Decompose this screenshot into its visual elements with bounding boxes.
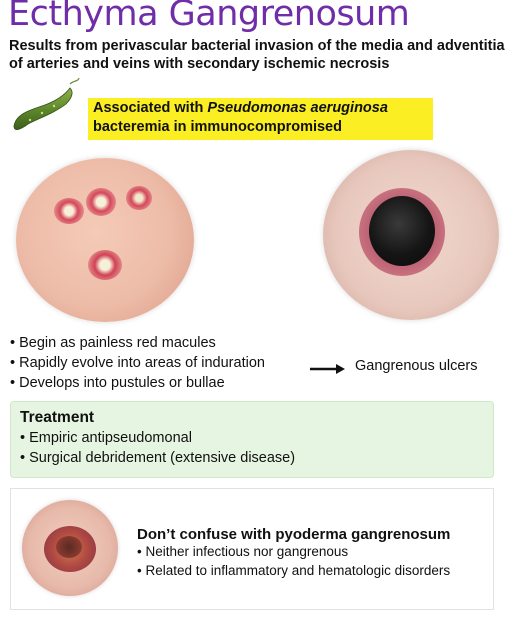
list-item: Surgical debridement (extensive disease) <box>20 448 484 468</box>
callout-line2: bacteremia in immunocompromised <box>93 119 342 135</box>
differential-heading: Don’t confuse with pyoderma gangrenosum <box>137 526 451 543</box>
bacterium-icon <box>13 78 80 130</box>
pyoderma-gangrenosum-photo <box>22 500 118 596</box>
treatment-heading: Treatment <box>20 409 95 426</box>
list-item: Empiric antipseudomonal <box>20 428 484 448</box>
progression-result: Gangrenous ulcers <box>355 358 478 374</box>
early-lesions-photo <box>16 158 194 322</box>
gangrenous-ulcer-photo <box>323 150 499 320</box>
list-item: Neither infectious nor gangrenous <box>137 542 450 561</box>
list-item: Rapidly evolve into areas of induration <box>10 353 265 373</box>
treatment-box: Treatment Empiric antipseudomonal Surgic… <box>10 401 494 478</box>
list-item: Related to inflammatory and hematologic … <box>137 561 450 580</box>
page-title: Ecthyma Gangrenosum <box>8 0 410 34</box>
pseudomonas-association-callout: Associated with Pseudomonas aeruginosa b… <box>88 98 433 140</box>
right-arrow-icon <box>310 364 345 374</box>
list-item: Begin as painless red macules <box>10 333 265 353</box>
subtitle: Results from perivascular bacterial inva… <box>9 38 505 72</box>
organism-name: Pseudomonas aeruginosa <box>207 100 388 116</box>
differential-list: Neither infectious nor gangrenous Relate… <box>137 542 450 580</box>
callout-prefix: Associated with <box>93 100 208 116</box>
progression-list: Begin as painless red macules Rapidly ev… <box>10 333 265 393</box>
list-item: Develops into pustules or bullae <box>10 373 265 393</box>
